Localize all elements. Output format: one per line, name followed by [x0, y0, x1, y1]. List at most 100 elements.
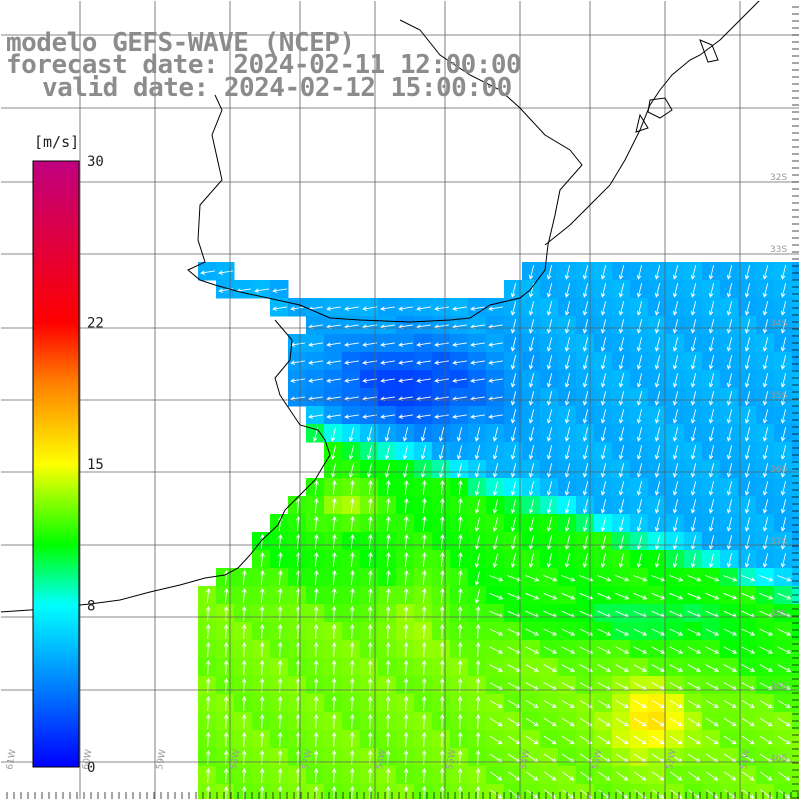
wind-cell: [522, 550, 541, 569]
wind-arrow: [492, 427, 499, 442]
wind-arrow: [349, 606, 355, 622]
wind-arrow: [241, 786, 247, 800]
wind-arrow: [367, 750, 373, 766]
wind-cell: [594, 424, 613, 443]
wind-cell: [738, 334, 757, 353]
wind-cell: [414, 604, 433, 623]
wind-cell: [486, 496, 505, 515]
wind-arrow: [600, 463, 607, 478]
wind-cell: [540, 334, 559, 353]
wind-arrow: [344, 360, 359, 365]
latitude-label: 39S: [770, 682, 787, 692]
wind-arrow: [241, 624, 247, 640]
wind-arrow: [546, 301, 553, 316]
wind-cell: [612, 334, 631, 353]
wind-cell: [450, 784, 469, 800]
wind-arrow: [458, 480, 463, 496]
longitude-label: 60W: [81, 749, 94, 771]
wind-arrow: [350, 480, 355, 496]
wind-arrow: [366, 445, 373, 460]
wind-cell: [414, 694, 433, 713]
wind-cell: [684, 496, 703, 515]
wind-cell: [414, 640, 433, 659]
wind-arrow: [600, 481, 607, 496]
wind-arrow: [744, 283, 751, 298]
longitude-label: 58W: [229, 749, 242, 771]
wind-cell: [414, 406, 433, 425]
wind-cell: [396, 514, 415, 533]
wind-cell: [522, 298, 541, 317]
wind-cell: [342, 766, 361, 785]
wind-cell: [396, 622, 415, 641]
wind-arrow: [780, 373, 787, 388]
wind-arrow: [205, 732, 211, 748]
wind-arrow: [654, 355, 661, 370]
wind-cell: [360, 622, 379, 641]
wind-cell: [198, 766, 217, 785]
wind-arrow: [475, 624, 481, 640]
wind-cell: [630, 532, 649, 551]
wind-arrow: [510, 319, 517, 334]
wind-cell: [234, 766, 253, 785]
wind-cell: [756, 388, 775, 407]
wind-cell: [720, 442, 739, 461]
wind-arrow: [422, 534, 427, 550]
wind-cell: [684, 388, 703, 407]
wind-arrow: [510, 301, 517, 316]
wind-speed-field: [198, 262, 800, 800]
wind-arrow: [403, 678, 409, 694]
wind-arrow: [385, 696, 391, 712]
wind-cell: [234, 712, 253, 731]
wind-cell: [414, 442, 433, 461]
wind-cell: [792, 442, 800, 461]
wind-cell: [540, 262, 559, 281]
wind-cell: [198, 604, 217, 623]
wind-arrow: [457, 750, 463, 766]
wind-cell: [324, 640, 343, 659]
wind-arrow: [259, 786, 265, 800]
wind-arrow: [326, 342, 341, 347]
wind-arrow: [452, 306, 467, 311]
wind-cell: [288, 550, 307, 569]
wind-arrow: [295, 768, 301, 784]
wind-cell: [522, 532, 541, 551]
wind-arrow: [314, 588, 319, 604]
wind-arrow: [636, 301, 643, 316]
wind-arrow: [654, 427, 661, 442]
wind-cell: [468, 568, 487, 587]
wind-cell: [324, 370, 343, 389]
wind-arrow: [326, 414, 341, 419]
wind-cell: [468, 388, 487, 407]
wind-cell: [486, 406, 505, 425]
wind-arrow: [332, 588, 337, 604]
wind-cell: [594, 460, 613, 479]
wind-cell: [468, 622, 487, 641]
wind-arrow: [762, 517, 769, 532]
wind-arrow: [259, 660, 265, 676]
wind-arrow: [474, 535, 481, 550]
wind-arrow: [439, 696, 445, 712]
wind-cell: [666, 550, 685, 569]
wind-cell: [396, 568, 415, 587]
wind-arrow: [762, 463, 769, 478]
wind-arrow: [241, 750, 247, 766]
wind-arrow: [561, 628, 576, 636]
wind-arrow: [398, 414, 413, 419]
wind-cell: [756, 460, 775, 479]
wind-cell: [540, 388, 559, 407]
wind-cell: [522, 424, 541, 443]
wind-arrow: [546, 427, 553, 442]
wind-cell: [324, 658, 343, 677]
wind-arrow: [205, 606, 211, 622]
wind-arrow: [726, 427, 733, 442]
longitude-label: 55W: [445, 749, 458, 771]
wind-cell: [396, 586, 415, 605]
wind-arrow: [744, 391, 751, 406]
wind-arrow: [470, 378, 485, 383]
wind-cell: [558, 316, 577, 335]
wind-cell: [774, 298, 793, 317]
wind-cell: [414, 424, 433, 443]
wind-cell: [378, 550, 397, 569]
wind-cell: [450, 514, 469, 533]
wind-cell: [702, 532, 721, 551]
